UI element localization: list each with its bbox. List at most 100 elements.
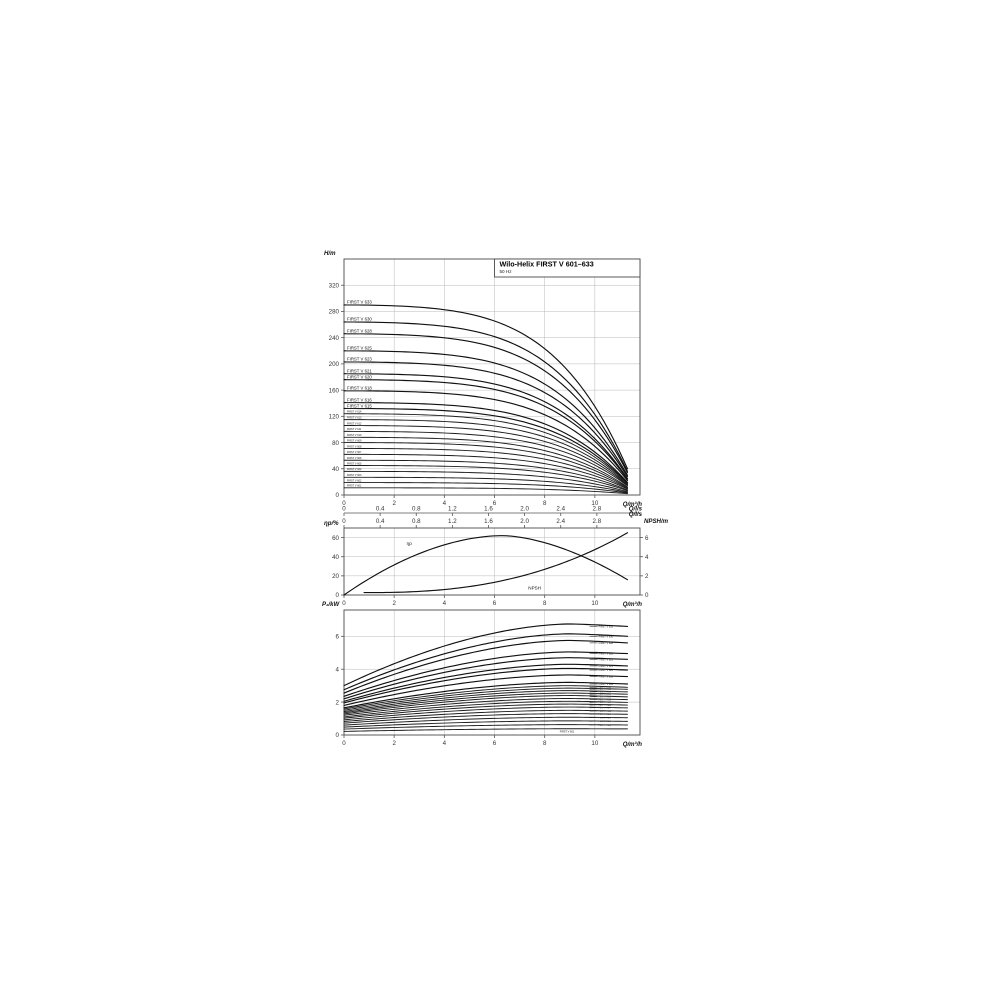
head-curve [343,390,629,482]
head-x2tick-label: 0.4 [376,506,385,513]
eff-x2tick-label: 2.4 [556,518,565,525]
head-curve-label: FIRST V 615 [347,403,372,408]
head-curve [343,401,629,484]
head-ytick-label: 80 [332,440,339,447]
pow-xtick-label: 0 [342,740,346,747]
power-curve-label: FIRST V 611 [599,697,612,699]
head-curve [343,304,629,470]
power-curve [343,698,628,716]
head-curve-label: FIRST V 613 [347,416,362,419]
head-label-bg [346,403,369,409]
head-curve [343,425,628,486]
power-curve-label: FIRST V 633 [599,625,614,628]
head-ytick-label: 160 [329,387,340,394]
eff-x2tick-label: 0.8 [412,518,421,525]
power-curve [343,667,629,704]
head-label-bg [346,357,369,362]
head-curve-label: FIRST V 620 [347,374,372,379]
eff-x2-axis-label: Q/l/s [629,511,643,518]
power-curve [343,728,628,732]
head-curve [343,459,628,491]
head-curve [343,470,628,493]
power-curve-label: FIRST V 618 [599,676,614,679]
head-panel: 0 40 80 120 160 200 240 280 320 0 2 4 6 8 10 H/m Q/m³/h 0… [324,250,643,516]
power-curve [343,709,628,722]
pow-xtick-label: 4 [443,740,447,747]
power-curve [343,685,628,710]
head-ytick-label: 320 [329,282,340,289]
head-curve [343,333,629,474]
power-curve [343,687,628,711]
head-x2tick-label: 0 [342,506,346,513]
head-ytick-label: 120 [329,414,340,421]
eff-x-axis-label: Q/m³/h [623,601,643,608]
head-curve-label: FIRST V 610 [347,434,362,437]
head-xtick-label: 0 [342,500,346,507]
power-curve-label: FIRST V 615 [599,687,612,689]
power-curve [343,663,629,702]
head-curve-label: FIRST V 606 [347,457,362,460]
head-curve-label: FIRST V 618 [347,386,372,391]
power-curve [343,674,629,706]
power-curve-label: FIRST V 616 [599,683,614,686]
head-curve [343,361,629,478]
head-curve [343,465,628,492]
power-curve-label: FIRST V 623 [599,658,614,661]
npsh-y-axis-label: NPSH/m [644,518,669,525]
head-ytick-label: 240 [329,335,340,342]
pow-xtick-label: 2 [392,740,396,747]
power-curve [343,623,629,687]
eff-xtick-label: 4 [443,600,447,607]
head-curve-label: FIRST V 601 [347,485,362,488]
head-x2tick-label: 2.0 [520,506,529,513]
power-curve [343,639,629,694]
head-ytick-label: 200 [329,361,340,368]
pow-xtick-label: 8 [543,740,547,747]
head-xtick-label: 4 [443,500,447,507]
power-curve [343,692,628,714]
power-curve-label: FIRST V 630 [599,635,614,638]
eff-ytick-label: 20 [332,573,339,580]
power-curve [343,651,629,697]
power-curve-label: FIRST V 620 [599,669,614,672]
power-curve [343,716,628,726]
power-curve [343,690,628,713]
power-curve [343,657,629,700]
head-curve-label: FIRST V 625 [347,346,372,351]
power-curve [343,633,629,691]
head-curve-label: FIRST V 607 [347,451,362,454]
power-curve-label: FIRST V 606 [599,711,612,713]
head-label-bg [346,397,369,403]
head-curve [343,430,628,487]
power-curve [343,681,629,709]
head-curve-label: FIRST V 602 [347,479,362,482]
npsh-ytick-label: 0 [645,592,649,599]
head-curve [343,453,628,490]
head-x2tick-label: 2.8 [593,506,602,513]
eff-x2tick-label: 1.6 [484,518,493,525]
head-curve-label: FIRST V 609 [347,439,362,442]
power-curve-label: FIRST V 604 [599,718,612,720]
head-ytick-label: 40 [332,466,339,473]
power-curve-label: FIRST V 602 [599,725,612,727]
power-curve [343,724,628,730]
head-x2-axis-label: Q/l/s [629,506,643,513]
head-xtick-label: 2 [392,500,396,507]
eff-ytick-label: 60 [332,535,339,542]
power-curve-label: FIRST V 613 [599,692,612,694]
eff-plot-frame [343,527,641,596]
head-label-bg [346,328,369,334]
head-curve [343,379,629,480]
power-curve-label-bottom: FIRST V 601 [560,731,575,734]
head-xtick-label: 8 [543,500,547,507]
head-label-bg [346,317,369,322]
head-curve-label: FIRST V 603 [347,474,362,477]
chart-title: Wilo-Helix FIRST V 601–633 [500,260,594,269]
head-x2tick-label: 2.4 [556,506,565,513]
power-curve [343,703,628,719]
head-curve-label: FIRST V 614 [347,411,362,414]
head-xtick-label: 6 [493,500,497,507]
head-x2tick-label: 0.8 [412,506,421,513]
